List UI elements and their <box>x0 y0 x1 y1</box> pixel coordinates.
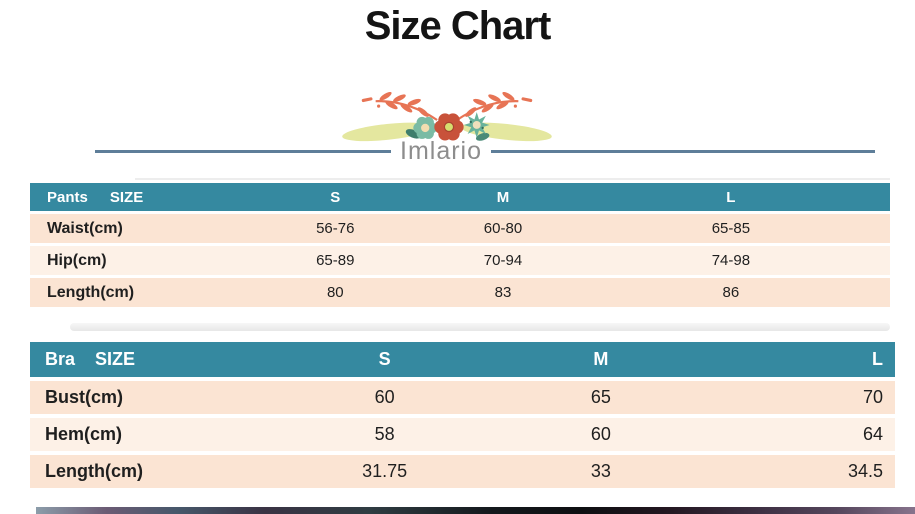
row-label: Length(cm) <box>45 461 143 481</box>
cell-value: 60-80 <box>483 220 523 237</box>
cell-value: 34.5 <box>847 461 883 481</box>
bra-col-l: L <box>871 349 883 369</box>
cell-value: 70-94 <box>483 252 523 269</box>
cell-value: 33 <box>590 461 611 481</box>
cell-value: 60 <box>374 387 395 407</box>
table-row: Waist(cm) 56-76 60-80 65-85 <box>30 214 890 243</box>
cell-value: 64 <box>862 424 883 444</box>
pants-table-header: Pants SIZE S M L <box>30 183 890 211</box>
pants-col-l: L <box>726 188 736 206</box>
flower-bouquet-icon <box>342 91 552 142</box>
row-label: Bust(cm) <box>45 387 124 407</box>
brand-divider-row: Imlario <box>95 136 875 166</box>
brand-name: Imlario <box>400 136 483 165</box>
bra-header-label-cell: Bra SIZE <box>30 342 246 377</box>
cell-value: 80 <box>326 284 344 301</box>
bra-col-m: M <box>593 349 609 369</box>
table-row: Hem(cm) 58 60 64 <box>30 418 895 451</box>
pants-category-label: Pants <box>47 188 88 206</box>
cell-value: 65-89 <box>316 252 355 269</box>
table-shadow-line-middle <box>70 323 890 331</box>
cell-value: 56-76 <box>316 220 355 237</box>
bra-col-s: S <box>378 349 391 369</box>
bottom-image-strip <box>36 507 915 514</box>
row-label: Hem(cm) <box>45 424 123 444</box>
cell-value: 65-85 <box>711 220 751 237</box>
cell-value: 60 <box>590 424 611 444</box>
row-label: Waist(cm) <box>47 219 123 237</box>
cell-value: 83 <box>494 284 512 301</box>
table-shadow-line-top <box>135 178 890 180</box>
row-label: Length(cm) <box>47 283 135 301</box>
cell-value: 58 <box>374 424 395 444</box>
cell-value: 31.75 <box>362 461 408 481</box>
floral-logo-icon <box>338 91 556 151</box>
bra-size-table: Bra SIZE S M L Bust(cm) 60 65 70 Hem(cm)… <box>30 342 895 488</box>
divider-line-left <box>95 149 391 153</box>
divider-line-right <box>491 149 875 153</box>
pants-size-table: Pants SIZE S M L Waist(cm) 56-76 60-80 6… <box>30 183 890 307</box>
bra-table-header: Bra SIZE S M L <box>30 342 895 377</box>
pants-header-label-cell: Pants SIZE <box>30 183 236 211</box>
pants-size-label: SIZE <box>109 188 144 206</box>
page-title: Size Chart <box>364 4 552 48</box>
cell-value: 65 <box>590 387 611 407</box>
cell-value: 74-98 <box>711 252 751 269</box>
bra-category-label: Bra <box>45 349 76 369</box>
cell-value: 86 <box>722 284 740 301</box>
cell-value: 70 <box>862 387 883 407</box>
bra-size-label: SIZE <box>95 349 136 369</box>
table-row: Hip(cm) 65-89 70-94 74-98 <box>30 246 890 275</box>
pants-col-s: S <box>330 188 341 206</box>
pants-col-m: M <box>496 188 510 206</box>
row-label: Hip(cm) <box>47 251 107 269</box>
table-row: Length(cm) 31.75 33 34.5 <box>30 455 895 488</box>
table-row: Bust(cm) 60 65 70 <box>30 381 895 414</box>
table-row: Length(cm) 80 83 86 <box>30 278 890 307</box>
